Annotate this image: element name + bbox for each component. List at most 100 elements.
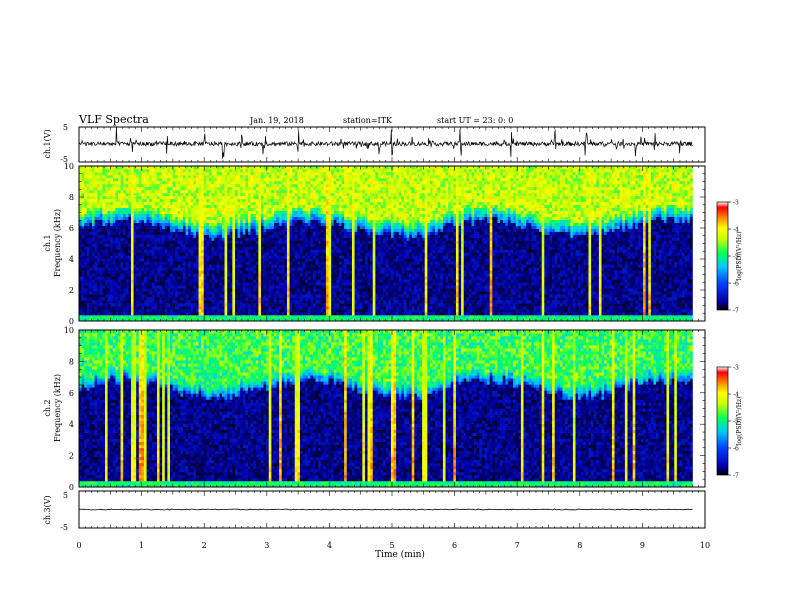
ch1-psd-cell [178,211,181,214]
ch1-psd-cell [128,306,131,309]
ch1-psd-cell [297,300,300,303]
ch1-psd-cell [248,217,251,220]
ch1-psd-cell [183,297,186,300]
ch1-psd-cell [134,288,137,291]
ch1-psd-cell [100,244,103,247]
ch1-psd-cell [108,282,111,285]
ch1-psd-cell [206,267,209,270]
ch1-psd-cell [316,205,319,208]
ch1-psd-cell [144,208,147,211]
ch1-psd-cell [308,241,311,244]
ch1-psd-cell [287,261,290,264]
ch1-psd-cell [279,282,282,285]
ch1-psd-cell [175,241,178,244]
ch1-psd-cell [232,205,235,208]
ch1-psd-cell [303,255,306,258]
ch1-psd-cell [147,196,150,199]
ch1-psd-cell [186,312,189,315]
ch1-psd-cell [295,312,298,315]
ch1-psd-cell [251,217,254,220]
ch1-psd-cell [232,249,235,252]
ch1-psd-cell [243,196,246,199]
ch1-psd-cell [201,276,204,279]
ch1-psd-cell [217,285,220,288]
ch1-psd-cell [305,172,308,175]
ch1-psd-cell [313,315,316,318]
ch1-psd-cell [175,196,178,199]
ch1-psd-cell [121,214,124,217]
ch1-psd-cell [282,288,285,291]
ch1-psd-cell [95,214,98,217]
ch1-psd-cell [113,297,116,300]
ch1-psd-cell [214,270,217,273]
ch1-psd-cell [113,232,116,235]
ch1-psd-cell [227,181,230,184]
ch1-psd-cell [292,300,295,303]
ch1-psd-cell [308,196,311,199]
ch1-psd-cell [282,175,285,178]
ch1-psd-cell [123,235,126,238]
ch1-psd-cell [110,184,113,187]
ch1-psd-cell [277,291,280,294]
ch1-psd-cell [279,300,282,303]
ch1-psd-cell [170,291,173,294]
ch1-psd-cell [204,279,207,282]
ch1-psd-cell [253,261,256,264]
ch1-psd-cell [209,255,212,258]
ch1-ylabel: ch.1(V) [43,129,52,158]
ch1-psd-cell [118,282,121,285]
ch1-psd-cell [118,276,121,279]
ch1-psd-cell [87,211,90,214]
ch1-psd-cell [248,238,251,241]
ch1-psd-cell [152,205,155,208]
ch1-psd-cell [199,202,202,205]
ch1-psd-cell [152,309,155,312]
ch1-psd-cell [89,261,92,264]
ch1-psd-cell [225,285,228,288]
ch1-psd-cell [227,190,230,193]
ch1-psd-cell [258,184,261,187]
ch1-psd-cell [261,193,264,196]
ch1-psd-cell [235,285,238,288]
ch1-psd-cell [157,309,160,312]
ch1-psd-cell [274,190,277,193]
ch1-psd-cell [214,279,217,282]
ch1-psd-cell [240,223,243,226]
ch1-psd-cell [251,297,254,300]
ch1-psd-cell [274,178,277,181]
ch1-psd-cell [193,315,196,318]
ch1-psd-cell [271,229,274,232]
ch1-psd-cell [225,226,228,229]
ch1-psd-cell [141,258,144,261]
ch1-psd-cell [269,229,272,232]
ch1-psd-cell [89,193,92,196]
ch1-psd-cell [222,223,225,226]
ch1-psd-cell [191,214,194,217]
ch1-psd-cell [261,297,264,300]
ch1-psd-cell [191,255,194,258]
ch1-psd-cell [82,232,85,235]
ch1-psd-cell [316,270,319,273]
ch1-psd-cell [128,193,131,196]
ch1-psd-cell [165,294,168,297]
ch1-psd-cell [136,241,139,244]
ch1-psd-cell [206,276,209,279]
ch1-psd-cell [165,261,168,264]
ch1-psd-cell [139,196,142,199]
ch1-psd-cell [297,196,300,199]
ch1-psd-cell [219,249,222,252]
ch1-psd-cell [128,169,131,172]
ch1-psd-cell [225,309,228,312]
ch1-psd-cell [206,255,209,258]
ch1-psd-cell [313,196,316,199]
ch1-psd-cell [240,288,243,291]
ch1-psd-cell [128,232,131,235]
ch1-psd-cell [154,249,157,252]
ch1-psd-cell [308,306,311,309]
ch1-psd-cell [128,178,131,181]
ch1-psd-cell [147,309,150,312]
ch1-psd-cell [110,229,113,232]
ch1-psd-cell [305,238,308,241]
ch1-psd-cell [238,285,241,288]
ch1-psd-cell [141,214,144,217]
